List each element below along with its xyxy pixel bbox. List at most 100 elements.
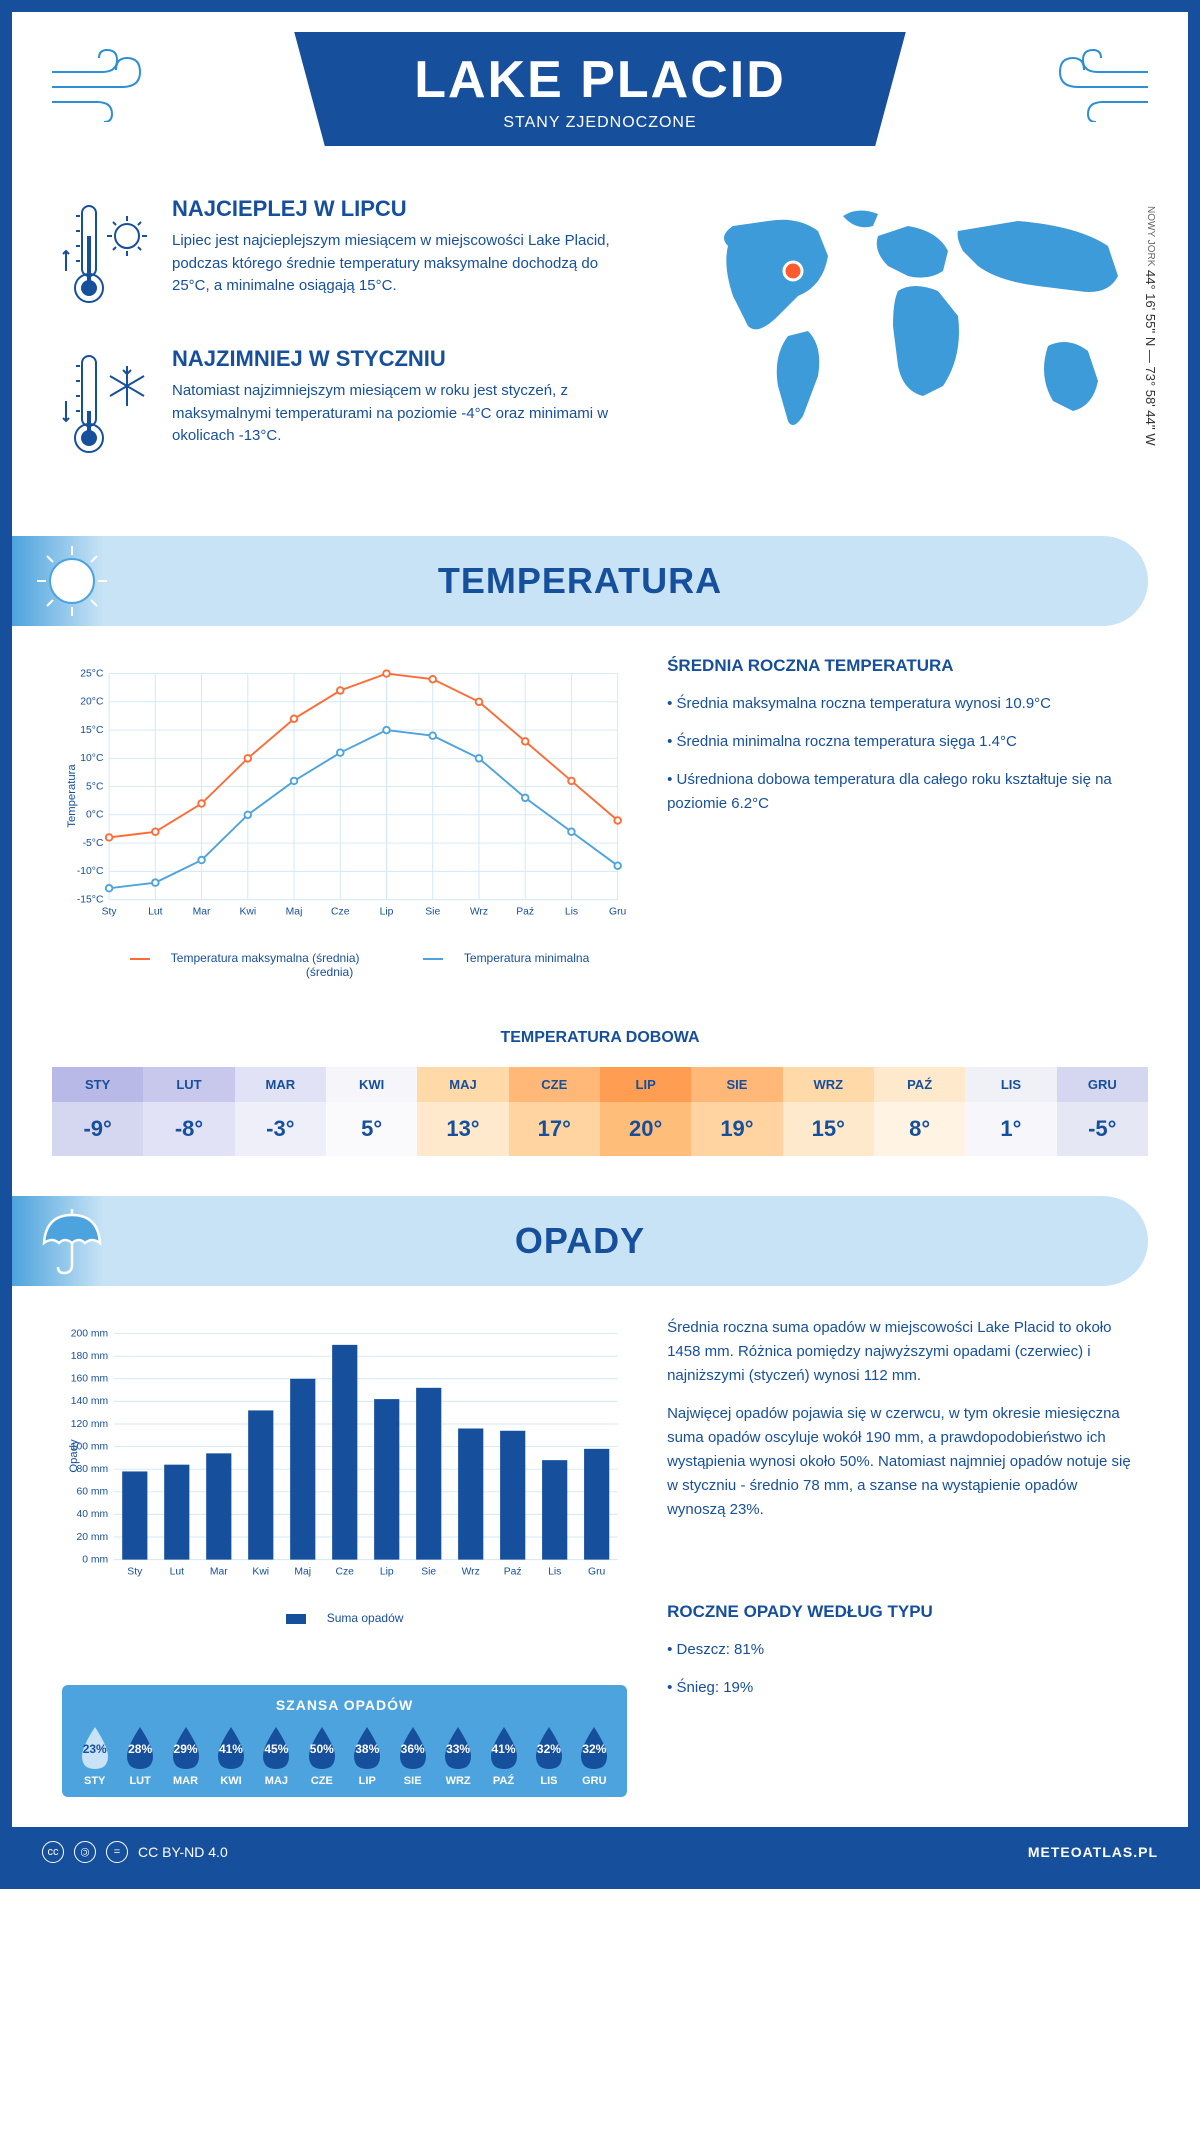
svg-text:Cze: Cze — [336, 1567, 355, 1578]
rain-drop: 50%CZE — [299, 1723, 344, 1787]
dobowa-cell: LIS1° — [965, 1067, 1056, 1156]
location-marker — [784, 262, 802, 280]
svg-text:Wrz: Wrz — [462, 1567, 480, 1578]
rain-drop: 32%GRU — [572, 1723, 617, 1787]
temp-legend: Temperatura maksymalna (średnia) Tempera… — [62, 951, 627, 979]
temp-side-text: ŚREDNIA ROCZNA TEMPERATURA • Średnia mak… — [667, 656, 1138, 979]
dobowa-cell: MAR-3° — [235, 1067, 326, 1156]
svg-text:80 mm: 80 mm — [76, 1464, 108, 1475]
page-subtitle: STANY ZJEDNOCZONE — [414, 114, 786, 132]
thermometer-cold-icon — [62, 346, 152, 466]
svg-text:Gru: Gru — [609, 907, 627, 918]
dobowa-cell: PAŹ8° — [874, 1067, 965, 1156]
svg-text:Cze: Cze — [331, 907, 350, 918]
svg-text:40 mm: 40 mm — [76, 1509, 108, 1520]
svg-text:160 mm: 160 mm — [71, 1374, 108, 1385]
sun-icon — [32, 541, 112, 621]
temp-chart: -15°C-10°C-5°C0°C5°C10°C15°C20°C25°CStyL… — [62, 656, 627, 979]
svg-text:-10°C: -10°C — [77, 866, 104, 877]
svg-text:Mar: Mar — [193, 907, 211, 918]
svg-text:Lip: Lip — [380, 907, 394, 918]
brand: METEOATLAS.PL — [1028, 1844, 1158, 1860]
svg-text:Opady: Opady — [68, 1439, 80, 1473]
svg-text:Paź: Paź — [504, 1567, 522, 1578]
rain-drop: 29%MAR — [163, 1723, 208, 1787]
rain-drop: 41%PAŹ — [481, 1723, 526, 1787]
header: LAKE PLACID STANY ZJEDNOCZONE — [12, 12, 1188, 176]
svg-text:Sty: Sty — [127, 1567, 143, 1578]
dobowa-cell: STY-9° — [52, 1067, 143, 1156]
svg-text:Wrz: Wrz — [470, 907, 488, 918]
svg-text:Maj: Maj — [294, 1567, 311, 1578]
dobowa-table: STY-9°LUT-8°MAR-3°KWI5°MAJ13°CZE17°LIP20… — [52, 1067, 1148, 1156]
svg-text:0 mm: 0 mm — [82, 1554, 108, 1565]
svg-text:Paź: Paź — [516, 907, 534, 918]
svg-text:Lut: Lut — [148, 907, 163, 918]
dobowa-cell: WRZ15° — [783, 1067, 874, 1156]
svg-text:Temperatura: Temperatura — [66, 764, 78, 828]
temp-title: TEMPERATURA — [438, 560, 722, 602]
dobowa-cell: MAJ13° — [417, 1067, 508, 1156]
temp-side-title: ŚREDNIA ROCZNA TEMPERATURA — [667, 656, 1138, 676]
dobowa-cell: LIP20° — [600, 1067, 691, 1156]
dobowa-cell: GRU-5° — [1057, 1067, 1148, 1156]
title-banner: LAKE PLACID STANY ZJEDNOCZONE — [294, 32, 906, 146]
nd-icon: = — [106, 1841, 128, 1863]
coldest-text: Natomiast najzimniejszym miesiącem w rok… — [172, 380, 638, 448]
thermometer-hot-icon — [62, 196, 152, 316]
svg-text:Sie: Sie — [425, 907, 440, 918]
rain-drop: 23%STY — [72, 1723, 117, 1787]
coldest-title: NAJZIMNIEJ W STYCZNIU — [172, 346, 638, 372]
wind-icon — [1038, 42, 1158, 122]
coldest-block: NAJZIMNIEJ W STYCZNIU Natomiast najzimni… — [62, 346, 638, 466]
svg-text:Lis: Lis — [565, 907, 578, 918]
intro-section: NAJCIEPLEJ W LIPCU Lipiec jest najcieple… — [12, 176, 1188, 536]
hottest-title: NAJCIEPLEJ W LIPCU — [172, 196, 638, 222]
dobowa-cell: KWI5° — [326, 1067, 417, 1156]
rain-drop: 45%MAJ — [254, 1723, 299, 1787]
rain-chance-title: SZANSA OPADÓW — [72, 1697, 617, 1713]
rain-drop: 32%LIS — [526, 1723, 571, 1787]
svg-text:60 mm: 60 mm — [76, 1487, 108, 1498]
umbrella-icon — [32, 1201, 112, 1281]
dobowa-title: TEMPERATURA DOBOWA — [12, 1029, 1188, 1047]
svg-text:180 mm: 180 mm — [71, 1351, 108, 1362]
svg-text:Maj: Maj — [286, 907, 303, 918]
dobowa-cell: CZE17° — [509, 1067, 600, 1156]
world-map-svg — [678, 196, 1138, 456]
svg-text:Lis: Lis — [548, 1567, 561, 1578]
svg-text:15°C: 15°C — [80, 725, 104, 736]
svg-text:Mar: Mar — [210, 1567, 228, 1578]
precip-type-title: ROCZNE OPADY WEDŁUG TYPU — [667, 1602, 1138, 1622]
footer: cc 🄯 = CC BY-ND 4.0 METEOATLAS.PL — [12, 1827, 1188, 1877]
svg-text:-15°C: -15°C — [77, 894, 104, 905]
rain-drop: 28%LUT — [117, 1723, 162, 1787]
svg-text:Gru: Gru — [588, 1567, 606, 1578]
rain-drop: 36%SIE — [390, 1723, 435, 1787]
svg-text:Sie: Sie — [421, 1567, 436, 1578]
svg-text:0°C: 0°C — [86, 810, 104, 821]
svg-text:20 mm: 20 mm — [76, 1532, 108, 1543]
page-title: LAKE PLACID — [414, 50, 786, 110]
coords-city: NOWY JORK — [1145, 206, 1156, 266]
precip-chart: 0 mm20 mm40 mm60 mm80 mm100 mm120 mm140 … — [62, 1316, 627, 1797]
svg-text:-5°C: -5°C — [83, 838, 104, 849]
precip-side-text: Średnia roczna suma opadów w miejscowośc… — [667, 1316, 1138, 1797]
wind-icon — [42, 42, 162, 122]
svg-text:140 mm: 140 mm — [71, 1396, 108, 1407]
rain-drop: 38%LIP — [345, 1723, 390, 1787]
world-map: NOWY JORK 44° 16' 55'' N — 73° 58' 44'' … — [678, 196, 1138, 496]
svg-text:Lip: Lip — [380, 1567, 394, 1578]
precip-section-head: OPADY — [12, 1196, 1148, 1286]
svg-text:5°C: 5°C — [86, 781, 104, 792]
hottest-text: Lipiec jest najcieplejszym miesiącem w m… — [172, 230, 638, 298]
license-text: CC BY-ND 4.0 — [138, 1844, 228, 1860]
temp-section-head: TEMPERATURA — [12, 536, 1148, 626]
precip-title: OPADY — [515, 1220, 645, 1262]
rain-chance-box: SZANSA OPADÓW 23%STY28%LUT29%MAR41%KWI45… — [62, 1685, 627, 1797]
svg-text:20°C: 20°C — [80, 697, 104, 708]
rain-drop: 41%KWI — [208, 1723, 253, 1787]
rain-drop: 33%WRZ — [435, 1723, 480, 1787]
precip-legend: Suma opadów — [62, 1611, 627, 1625]
hottest-block: NAJCIEPLEJ W LIPCU Lipiec jest najcieple… — [62, 196, 638, 316]
